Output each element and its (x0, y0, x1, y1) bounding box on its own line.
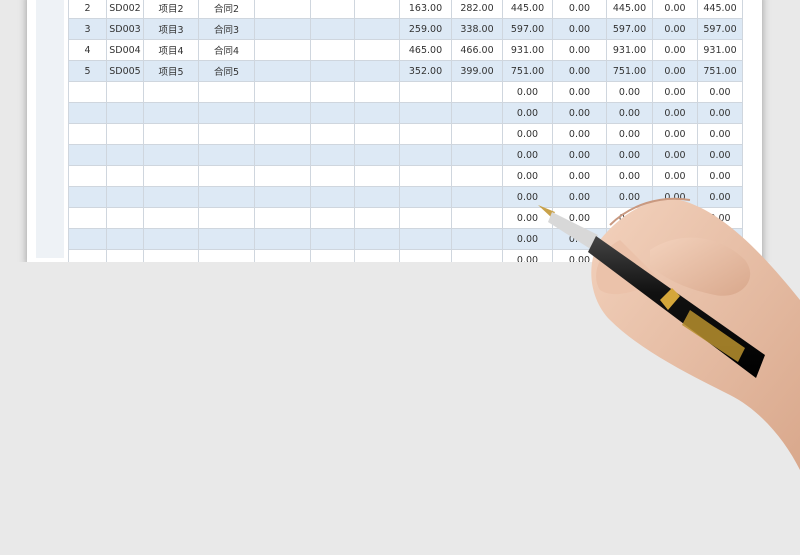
table-row: 4 SD004 项目4 合同4 465.00 466.00 931.00 0.00 931.00… (68, 39, 743, 61)
cell-code[interactable] (106, 186, 144, 208)
cell-code[interactable]: SD003 (106, 18, 144, 40)
pen-gold-band (660, 288, 680, 310)
cell-contract[interactable]: 合同5 (198, 60, 255, 82)
cell-e1[interactable] (254, 144, 311, 166)
cell-no[interactable] (68, 186, 107, 208)
cell-e2[interactable] (310, 228, 355, 250)
cell-contract[interactable] (198, 102, 255, 124)
cell-e1[interactable] (254, 18, 311, 40)
pen-nib (538, 205, 555, 218)
cell-v4[interactable]: 0.00 (552, 102, 607, 124)
cell-project[interactable] (143, 144, 199, 166)
cell-v4[interactable]: 0.00 (552, 18, 607, 40)
cell-v7[interactable]: 751.00 (697, 60, 743, 82)
cell-v2[interactable] (451, 102, 503, 124)
cell-e3[interactable] (354, 18, 400, 40)
cell-v7[interactable]: 0.00 (697, 186, 743, 208)
cell-e3[interactable] (354, 228, 400, 250)
cell-no[interactable] (68, 228, 107, 250)
cell-e1[interactable] (254, 186, 311, 208)
table-row: 5 SD005 项目5 合同5 352.00 399.00 751.00 0.00 751.00… (68, 60, 743, 82)
cell-v7[interactable]: 0.00 (697, 144, 743, 166)
pen-grip (548, 212, 598, 250)
pen (538, 205, 765, 378)
cell-v5[interactable]: 0.00 (606, 102, 653, 124)
cell-no[interactable] (68, 144, 107, 166)
cell-v5[interactable]: 751.00 (606, 60, 653, 82)
cell-v1[interactable]: 352.00 (399, 60, 452, 82)
cell-v1[interactable] (399, 144, 452, 166)
cell-v6[interactable]: 0.00 (652, 102, 698, 124)
cell-no[interactable]: 5 (68, 60, 107, 82)
cell-v2[interactable] (451, 186, 503, 208)
spreadsheet-area: 2 SD002 项目2 合同2 163.00 282.00 445.00 0.00 445.00… (0, 0, 800, 262)
row-margin-strip (36, 0, 64, 258)
cell-v4[interactable]: 0.00 (552, 186, 607, 208)
cell-v1[interactable] (399, 102, 452, 124)
cell-project[interactable] (143, 102, 199, 124)
cell-v1[interactable] (399, 186, 452, 208)
cell-e2[interactable] (310, 144, 355, 166)
cell-v3[interactable]: 751.00 (502, 60, 553, 82)
cell-project[interactable] (143, 186, 199, 208)
cell-v3[interactable]: 0.00 (502, 228, 553, 250)
cell-v5[interactable]: 0.00 (606, 186, 653, 208)
cell-v2[interactable]: 399.00 (451, 60, 503, 82)
cell-e1[interactable] (254, 228, 311, 250)
cell-v2[interactable] (451, 144, 503, 166)
cell-contract[interactable] (198, 144, 255, 166)
cell-project[interactable]: 项目3 (143, 18, 199, 40)
cell-e2[interactable] (310, 186, 355, 208)
thumb (650, 237, 751, 296)
cell-v3[interactable]: 0.00 (502, 186, 553, 208)
cell-e3[interactable] (354, 60, 400, 82)
cell-v4[interactable]: 0.00 (552, 144, 607, 166)
pen-clip-ornament (682, 310, 745, 362)
cell-v7[interactable]: 0.00 (697, 123, 743, 145)
cell-contract[interactable]: 合同3 (198, 18, 255, 40)
cell-e3[interactable] (354, 144, 400, 166)
cell-v1[interactable] (399, 228, 452, 250)
cell-v2[interactable]: 338.00 (451, 18, 503, 40)
cell-e2[interactable] (310, 60, 355, 82)
data-table: 2 SD002 项目2 合同2 163.00 282.00 445.00 0.00 445.00… (68, 0, 743, 262)
cell-v3[interactable]: 0.00 (502, 144, 553, 166)
cell-e2[interactable] (310, 102, 355, 124)
cell-e2[interactable] (310, 18, 355, 40)
